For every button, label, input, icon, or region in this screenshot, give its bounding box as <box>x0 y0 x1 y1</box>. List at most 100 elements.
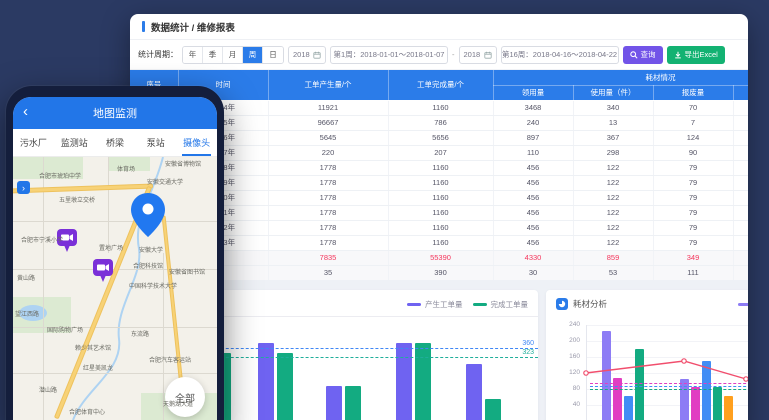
range-separator: - <box>452 50 455 59</box>
map-street <box>13 221 217 222</box>
consumable-reference-line <box>590 389 748 390</box>
map-street <box>163 253 164 420</box>
table-cell: 1160 <box>388 100 493 115</box>
table-cell: 456 <box>493 175 573 190</box>
period-option-周[interactable]: 周 <box>243 47 263 63</box>
average-cell: 30 <box>493 265 573 280</box>
bar-completed <box>277 353 293 420</box>
breadcrumb-text: 数据统计 / 维修报表 <box>151 20 235 34</box>
bar-generated <box>326 386 342 420</box>
map-street <box>108 157 109 253</box>
map-label: 天鹅湖大道 <box>163 399 193 408</box>
end-year-value: 2018 <box>464 50 481 59</box>
table-cell: 96667 <box>268 115 388 130</box>
total-cell: 55390 <box>388 250 493 265</box>
legend-item-completed: 完成工单量 <box>473 299 529 310</box>
table-cell: 1778 <box>268 190 388 205</box>
period-option-年[interactable]: 年 <box>183 47 203 63</box>
map-label: 国际购物广场 <box>47 325 83 334</box>
camera-marker[interactable] <box>56 228 78 260</box>
table-cell: 110 <box>493 145 573 160</box>
calendar-icon <box>313 51 321 59</box>
phone-page-title: 地图监测 <box>93 105 137 121</box>
table-cell: 456 <box>493 220 573 235</box>
sub-col-header: 使用量（件） <box>573 85 653 100</box>
table-cell: 1778 <box>268 175 388 190</box>
camera-marker[interactable] <box>92 258 114 290</box>
total-cell: 859 <box>573 250 653 265</box>
period-option-月[interactable]: 月 <box>223 47 243 63</box>
end-year-select[interactable]: 2018 <box>459 46 497 64</box>
map-label: 体育场 <box>117 164 135 173</box>
phone-tab-bar: 污水厂监测站桥梁泵站摄像头 <box>13 129 217 157</box>
bar-completed <box>345 386 361 420</box>
table-cell: 5645 <box>268 130 388 145</box>
table-cell: 1778 <box>268 220 388 235</box>
table-cell: 79 <box>653 190 733 205</box>
sub-col-header: 领用量 <box>493 85 573 100</box>
table-cell: 67 <box>733 190 748 205</box>
reference-line-label: 360 <box>522 340 534 347</box>
y-axis-tick: 200 <box>554 337 580 344</box>
table-cell: 125 <box>733 130 748 145</box>
phone-tab-监测站[interactable]: 监测站 <box>54 129 95 156</box>
table-cell: 79 <box>653 175 733 190</box>
consumable-bar <box>613 378 622 420</box>
map-label: 黄山路 <box>17 273 35 282</box>
query-button[interactable]: 查询 <box>623 46 663 64</box>
table-cell: 7 <box>653 115 733 130</box>
table-cell: 367 <box>573 130 653 145</box>
end-week-input[interactable]: 第16周：2018-04-16～2018-04-22 <box>501 46 619 64</box>
back-chevron-icon[interactable]: ‹ <box>23 104 28 120</box>
table-cell: 67 <box>733 235 748 250</box>
map-label: 合肥科技馆 <box>133 261 163 270</box>
bar-generated <box>466 364 482 420</box>
table-cell: 122 <box>573 160 653 175</box>
consumable-bar <box>713 387 722 420</box>
download-icon <box>674 51 682 59</box>
start-year-select[interactable]: 2018 <box>288 46 326 64</box>
map-label: 潜山路 <box>39 385 57 394</box>
map-label: 望江西路 <box>15 309 39 318</box>
total-cell: 4330 <box>493 250 573 265</box>
table-cell: 1160 <box>388 235 493 250</box>
query-button-label: 查询 <box>641 49 656 60</box>
table-cell: 220 <box>268 145 388 160</box>
y-axis-tick: 80 <box>554 385 580 392</box>
table-cell: 5656 <box>388 130 493 145</box>
phone-tab-摄像头[interactable]: 摄像头 <box>176 129 217 156</box>
consumable-bar <box>635 349 644 420</box>
phone-tab-污水厂[interactable]: 污水厂 <box>13 129 54 156</box>
map-expand-button[interactable]: › <box>17 181 30 194</box>
phone-app-header: ‹ 地图监测 <box>13 97 217 129</box>
gridline <box>586 325 748 326</box>
show-all-button[interactable]: 全部 <box>165 377 205 417</box>
y-axis-tick: 160 <box>554 353 580 360</box>
total-cell: 335 <box>733 250 748 265</box>
filter-toolbar: 统计周期： 年季月周日 2018 第1周：2018-01-01～2018-01-… <box>130 40 748 70</box>
table-cell: 298 <box>573 145 653 160</box>
reference-line-label: 323 <box>522 349 534 356</box>
table-cell: 250 <box>733 100 748 115</box>
map-label: 中国科学技术大学 <box>129 281 177 290</box>
phone-tab-桥梁[interactable]: 桥梁 <box>95 129 136 156</box>
average-cell: 35 <box>268 265 388 280</box>
breadcrumb-accent-bar <box>142 21 145 32</box>
consumables-plot: 2402001601208040 <box>546 290 748 420</box>
export-excel-button[interactable]: 导出Excel <box>667 46 725 64</box>
table-cell: 456 <box>493 205 573 220</box>
period-option-季[interactable]: 季 <box>203 47 223 63</box>
map-view[interactable]: › 全部 合肥市琥珀中学体育场安徽交通大学安徽省博物馆五里墩立交桥合肥市宁溪小学… <box>13 157 217 420</box>
workorder-chart-legend: 产生工单量 完成工单量 <box>407 299 528 310</box>
map-label: 合肥体育中心 <box>69 407 105 416</box>
consumable-bar <box>624 396 633 420</box>
start-year-value: 2018 <box>293 50 310 59</box>
table-cell: 124 <box>653 130 733 145</box>
period-option-日[interactable]: 日 <box>263 47 283 63</box>
map-label: 安徽大学 <box>139 245 163 254</box>
table-cell: 1160 <box>388 205 493 220</box>
phone-tab-泵站[interactable]: 泵站 <box>135 129 176 156</box>
selected-location-pin[interactable] <box>128 191 168 244</box>
table-cell: 207 <box>388 145 493 160</box>
start-week-input[interactable]: 第1周：2018-01-01～2018-01-07 <box>330 46 448 64</box>
